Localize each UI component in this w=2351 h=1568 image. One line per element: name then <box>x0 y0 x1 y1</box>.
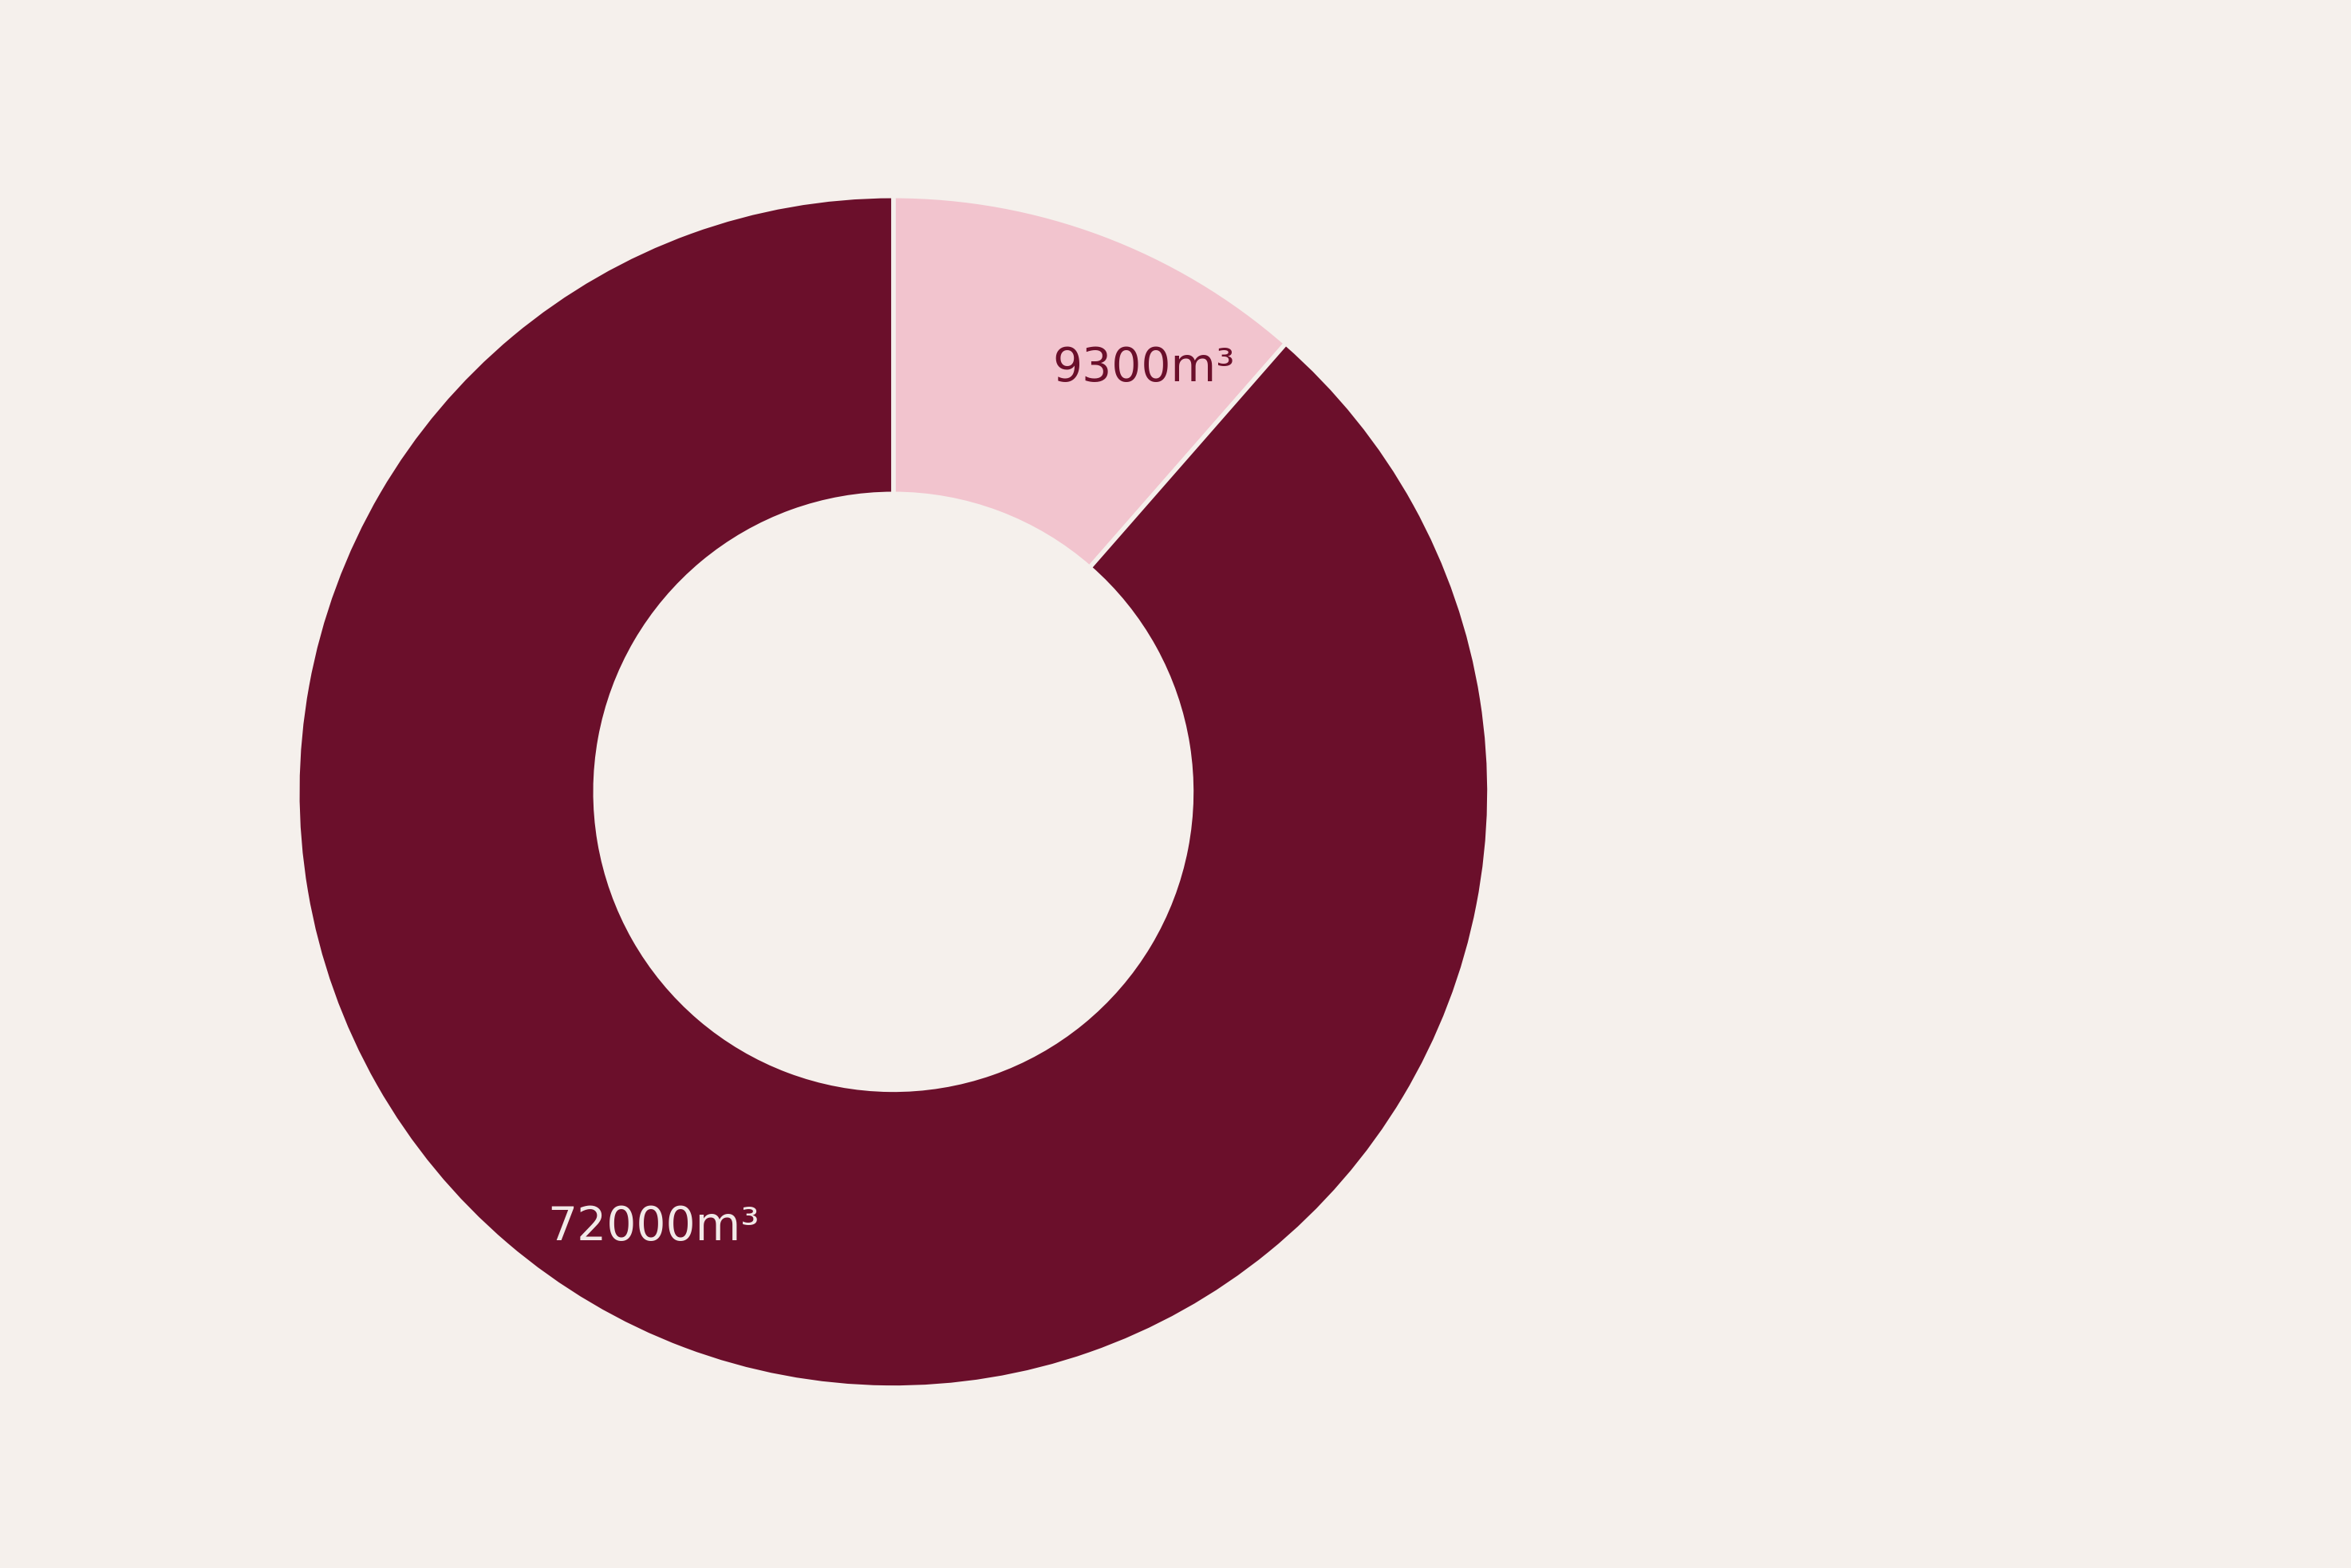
Text: 9300m³: 9300m³ <box>1053 345 1234 390</box>
Text: 72000m³: 72000m³ <box>548 1204 759 1250</box>
Legend: Scorie altamente attive, Scordie mediamente-poco attive: Scorie altamente attive, Scordie mediame… <box>1777 0 2351 9</box>
Wedge shape <box>296 196 1491 1388</box>
Wedge shape <box>893 196 1286 568</box>
